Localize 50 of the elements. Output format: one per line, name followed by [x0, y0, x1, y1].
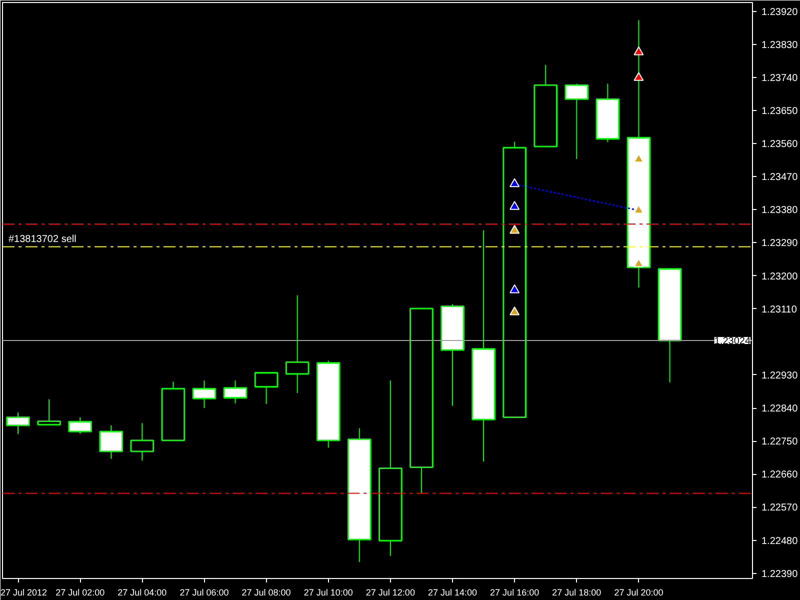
ref-line-label: 1.23024: [714, 336, 751, 347]
y-tick-label: 1.23200: [762, 271, 798, 282]
point: [634, 72, 644, 81]
candlestick: [68, 416, 92, 434]
y-tick-label: 1.22480: [762, 536, 798, 547]
candlestick: [254, 372, 278, 405]
y-tick-label: 1.23380: [762, 205, 798, 216]
y-tick-label: 1.22750: [762, 436, 798, 448]
point: [634, 46, 644, 56]
x-tick-label: 27 Jul 18:00: [552, 588, 602, 598]
y-tick-label: 1.22660: [762, 470, 798, 481]
y-tick-label: 1.23560: [762, 139, 798, 150]
point: [510, 178, 520, 188]
y-tick-label: 1.22570: [762, 502, 798, 514]
point: [510, 306, 520, 316]
x-tick-label: 27 Jul 02:00: [56, 588, 105, 598]
y-tick-label: 1.22390: [762, 568, 798, 580]
y-tick-label: 1.22930: [762, 370, 798, 382]
x-tick-label: 27 Jul 10:00: [304, 588, 353, 598]
y-tick-label: 1.23650: [762, 106, 798, 117]
x-tick-label: 27 Jul 2012: [0, 588, 48, 598]
candlestick: [192, 380, 216, 409]
x-tick-label: 27 Jul 14:00: [428, 588, 478, 598]
x-tick-label: 27 Jul 08:00: [242, 588, 291, 598]
point: [634, 154, 644, 162]
y-tick-label: 1.23290: [762, 238, 798, 250]
x-tick-label: 27 Jul 12:00: [366, 588, 415, 598]
y-tick-label: 1.23920: [762, 6, 798, 18]
y-tick-label: 1.23470: [762, 172, 798, 184]
y-tick-label: 1.23740: [762, 72, 798, 84]
point: [510, 224, 520, 234]
x-tick-label: 27 Jul 16:00: [490, 588, 540, 598]
x-tick-label: 27 Jul 06:00: [180, 588, 229, 598]
ref-line-label: #13813702 sell: [8, 234, 76, 245]
candlestick: [130, 422, 154, 462]
point: [510, 284, 520, 294]
candlestick: [223, 380, 248, 404]
x-tick-label: 27 Jul 04:00: [118, 588, 167, 598]
candlestick: [285, 294, 310, 394]
point: [510, 201, 520, 210]
candlestick: [37, 398, 61, 426]
y-tick-label: 1.22840: [762, 404, 798, 415]
point: [634, 258, 644, 268]
y-tick-label: 1.23110: [762, 304, 798, 316]
candlestick: [99, 424, 124, 460]
x-tick-label: 27 Jul 20:00: [614, 588, 664, 598]
candlestick: [6, 412, 30, 435]
y-tick-label: 1.23830: [762, 40, 798, 51]
candlestick: [564, 83, 589, 160]
point: [634, 204, 644, 214]
